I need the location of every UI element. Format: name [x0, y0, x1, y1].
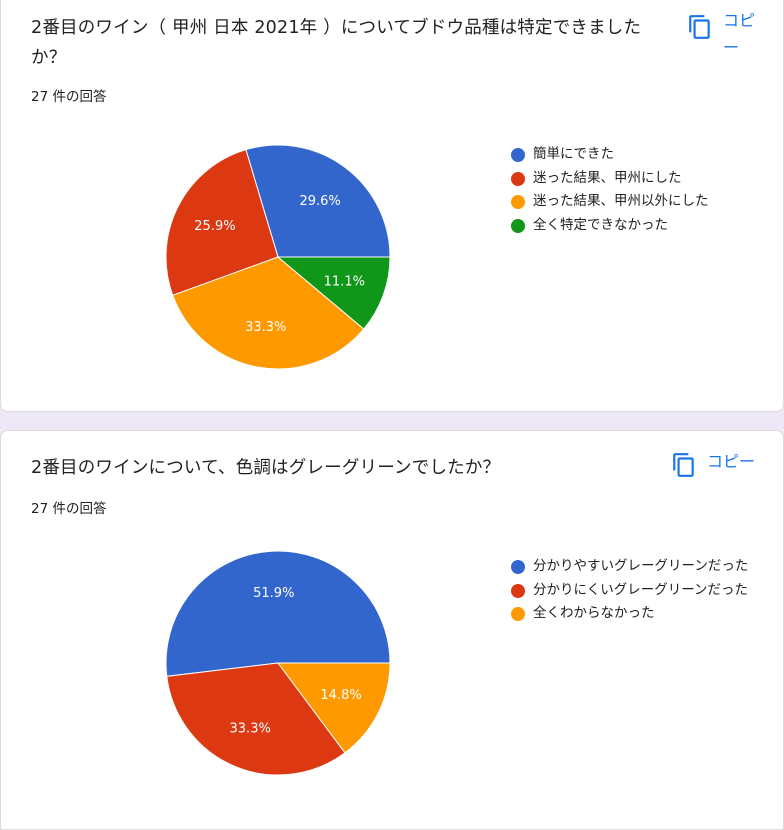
- legend-swatch: [511, 171, 525, 186]
- legend-label: 迷った結果、甲州以外にした: [533, 193, 709, 209]
- copy-label: コピー: [723, 11, 756, 57]
- legend-label: 迷った結果、甲州にした: [533, 169, 682, 186]
- legend-label: 全く特定できなかった: [533, 216, 668, 233]
- response-count: 27 件の回答: [31, 501, 107, 517]
- legend-item: 全くわからなかった: [511, 602, 751, 626]
- question-card-1: 2番目のワイン（ 甲州 日本 2021年 ）についてブドウ品種は特定できましたか…: [0, 0, 784, 412]
- legend-label: 分かりやすいグレーグリーンだった: [533, 558, 749, 574]
- legend-item: 簡単にできた: [511, 143, 751, 167]
- slice-percent-label: 33.3%: [245, 320, 286, 335]
- legend-swatch: [511, 560, 525, 574]
- slice-percent-label: 51.9%: [253, 586, 294, 601]
- legend-label: 簡単にできた: [533, 146, 614, 162]
- pie-slice: [165, 550, 391, 677]
- copy-button[interactable]: コピー: [687, 11, 763, 61]
- legend-label: 分かりにくいグレーグリーンだった: [533, 581, 749, 598]
- legend-swatch: [511, 218, 525, 233]
- copy-icon: [689, 15, 710, 39]
- slice-percent-label: 29.6%: [299, 194, 340, 209]
- slice-percent-label: 14.8%: [320, 688, 361, 703]
- legend-swatch: [511, 607, 525, 621]
- copy-icon: [673, 453, 694, 477]
- question-title: 2番目のワインについて、色調はグレーグリーンでしたか？: [31, 458, 501, 478]
- legend-item: 迷った結果、甲州以外にした: [511, 190, 751, 214]
- copy-button[interactable]: コピー: [671, 451, 755, 479]
- legend-item: 分かりにくいグレーグリーンだった: [511, 579, 751, 603]
- legend-swatch: [511, 148, 525, 162]
- response-count: 27 件の回答: [31, 89, 107, 105]
- pie-slice: [245, 144, 391, 258]
- slice-percent-label: 25.9%: [194, 219, 235, 234]
- pie-slice: [166, 662, 346, 776]
- pie-slice: [165, 149, 279, 296]
- pie-chart: 51.9% 33.3% 14.8%: [165, 550, 391, 776]
- copy-label: コピー: [707, 452, 756, 471]
- legend-item: 全く特定できなかった: [511, 214, 751, 238]
- legend-swatch: [511, 195, 525, 209]
- question-card-2: 2番目のワインについて、色調はグレーグリーンでしたか？ コピー 27 件の回答 …: [0, 430, 784, 830]
- pie-chart: 29.6% 25.9% 33.3% 11.1%: [165, 144, 391, 370]
- legend-item: 分かりやすいグレーグリーンだった: [511, 555, 751, 579]
- slice-percent-label: 11.1%: [324, 275, 365, 290]
- pie-slice: [172, 256, 365, 370]
- legend-swatch: [511, 583, 525, 598]
- pie-slice: [276, 256, 391, 330]
- question-title: 2番目のワイン（ 甲州 日本 2021年 ）についてブドウ品種は特定できましたか…: [31, 18, 642, 68]
- slice-percent-label: 33.3%: [230, 721, 271, 736]
- chart-legend: 簡単にできた迷った結果、甲州にした迷った結果、甲州以外にした 全く特定できなかった: [511, 143, 751, 237]
- legend-item: 迷った結果、甲州にした: [511, 167, 751, 191]
- legend-label: 全くわからなかった: [533, 605, 655, 621]
- pie-slice: [277, 662, 391, 754]
- chart-legend: 分かりやすいグレーグリーンだった 分かりにくいグレーグリーンだった 全くわからなかっ…: [511, 555, 751, 626]
